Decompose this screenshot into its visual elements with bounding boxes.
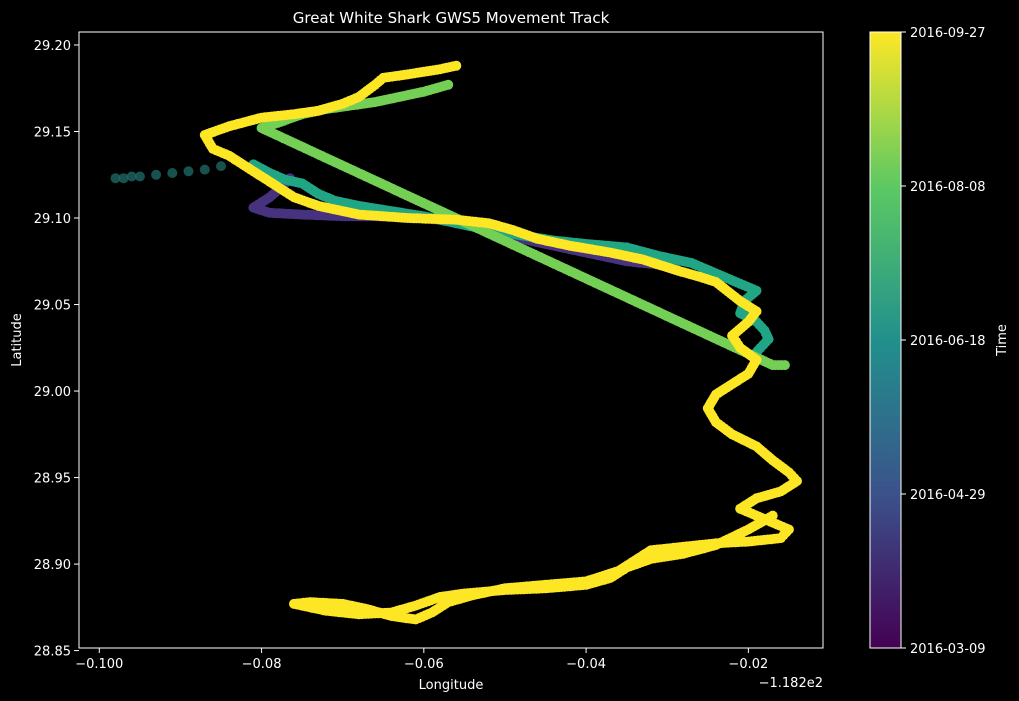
data-point (134, 171, 145, 182)
data-point (151, 169, 162, 180)
data-point (167, 168, 178, 178)
chart-title: Great White Shark GWS5 Movement Track (293, 9, 610, 27)
colorbar-tick-label: 2016-09-27 (910, 26, 986, 41)
colorbar-tick-label: 2016-08-08 (910, 180, 986, 195)
y-axis: 28.85 28.90 28.95 29.00 29.05 29.10 29.15 29.20 (34, 39, 79, 660)
x-axis: −0.100 −0.08 −0.06 −0.04 −0.02 (75, 648, 768, 672)
series-2 (110, 161, 226, 184)
y-tick-label: 29.20 (34, 39, 71, 54)
y-tick-label: 29.00 (34, 385, 71, 400)
data-point (216, 161, 226, 172)
colorbar-ticks: 2016-03-09 2016-04-29 2016-06-18 2016-08-08… (901, 26, 986, 657)
data-point (126, 171, 137, 182)
x-axis-label: Longitude (419, 678, 484, 693)
data-point (779, 360, 790, 371)
y-tick-label: 29.10 (34, 212, 71, 227)
data-point (199, 164, 210, 175)
series-4 (199, 60, 802, 625)
x-tick-label: −0.08 (242, 657, 282, 672)
colorbar-label: Time (995, 324, 1010, 357)
series-3 (256, 79, 790, 371)
colorbar-tick-label: 2016-06-18 (910, 334, 986, 349)
x-tick-label: −0.04 (566, 657, 606, 672)
y-axis-label: Latitude (10, 313, 25, 367)
data-points (110, 60, 802, 625)
x-axis-offset-text: −1.182e2 (759, 676, 823, 691)
data-point (118, 173, 129, 184)
y-tick-label: 29.15 (34, 125, 71, 140)
colorbar-tick-label: 2016-03-09 (910, 642, 986, 657)
data-point (767, 510, 778, 521)
y-tick-label: 28.95 (34, 472, 71, 487)
x-tick-label: −0.100 (75, 657, 123, 672)
data-point (110, 173, 121, 184)
data-point (183, 166, 194, 177)
colorbar-tick-label: 2016-04-29 (910, 488, 986, 503)
plot-frame (78, 31, 824, 649)
colorbar (869, 31, 902, 649)
y-tick-label: 29.05 (34, 299, 71, 314)
y-tick-label: 28.90 (34, 558, 71, 573)
x-tick-label: −0.06 (404, 657, 444, 672)
x-tick-label: −0.02 (728, 657, 768, 672)
y-tick-label: 28.85 (34, 645, 71, 660)
